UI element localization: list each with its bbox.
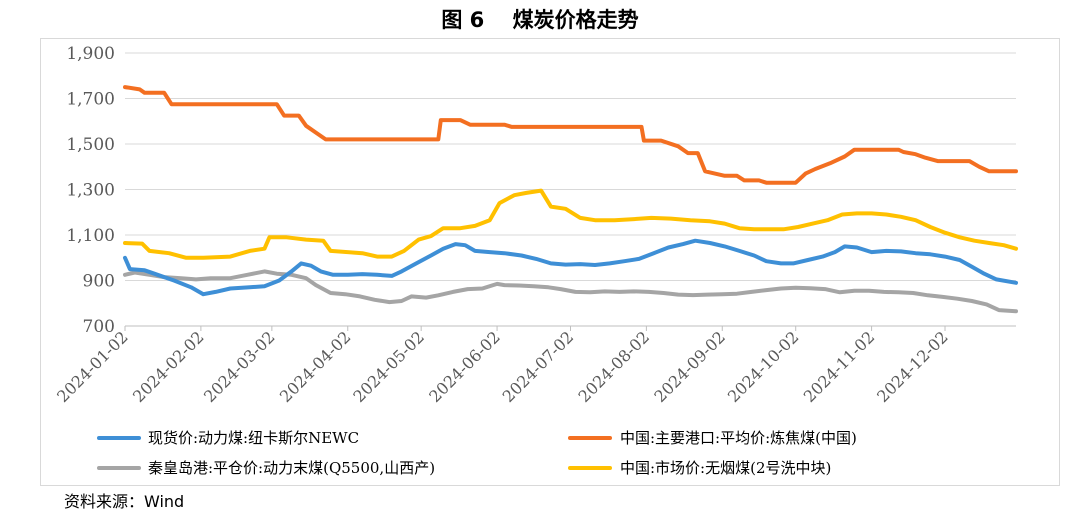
legend-swatch bbox=[568, 436, 612, 440]
series-line bbox=[123, 269, 1018, 314]
chart-title: 图 6 煤炭价格走势 bbox=[441, 8, 639, 32]
legend-label: 秦皇岛港:平仓价:动力末煤(Q5500,山西产) bbox=[148, 459, 436, 477]
y-tick-label: 1,300 bbox=[66, 181, 115, 201]
y-tick-label: 1,700 bbox=[66, 90, 115, 110]
y-tick-label: 900 bbox=[83, 272, 115, 292]
source-note: 资料来源：Wind bbox=[64, 492, 185, 511]
x-tick-label: 2024-07-02 bbox=[499, 327, 578, 406]
chart-frame: 1,900 1,700 1,500 1,300 1,100 900 700 2024-01-0… bbox=[40, 38, 1060, 486]
legend-label: 现货价:动力煤:纽卡斯尔NEWC bbox=[148, 429, 360, 447]
y-tick-label: 1,100 bbox=[66, 226, 115, 246]
x-tick-label: 2024-02-02 bbox=[129, 327, 208, 406]
legend-swatch bbox=[97, 466, 141, 470]
x-tick-label: 2024-11-02 bbox=[800, 327, 879, 406]
series-line bbox=[123, 85, 1018, 185]
series-line bbox=[123, 238, 1018, 297]
chart-plot: 1,900 1,700 1,500 1,300 1,100 900 7002024-01-0… bbox=[53, 44, 1018, 406]
x-tick-label: 2024-05-02 bbox=[349, 327, 428, 406]
x-tick-label: 2024-09-02 bbox=[650, 327, 729, 406]
x-tick-label: 2024-12-02 bbox=[873, 327, 952, 406]
x-tick-label: 2024-03-02 bbox=[200, 327, 279, 406]
x-tick-label: 2024-01-02 bbox=[53, 327, 132, 406]
series-line bbox=[123, 188, 1018, 260]
y-tick-label: 1,900 bbox=[66, 44, 115, 64]
legend-label: 中国:主要港口:平均价:炼焦煤(中国) bbox=[620, 429, 857, 447]
legend-swatch bbox=[97, 436, 141, 440]
x-tick-label: 2024-06-02 bbox=[425, 327, 504, 406]
x-tick-label: 2024-08-02 bbox=[575, 327, 654, 406]
x-tick-label: 2024-04-02 bbox=[276, 327, 355, 406]
legend-swatch bbox=[568, 466, 612, 470]
legend-label: 中国:市场价:无烟煤(2号洗中块) bbox=[620, 459, 832, 477]
x-tick-label: 2024-10-02 bbox=[724, 327, 803, 406]
y-tick-label: 1,500 bbox=[66, 135, 115, 155]
y-tick-label: 700 bbox=[83, 317, 115, 337]
